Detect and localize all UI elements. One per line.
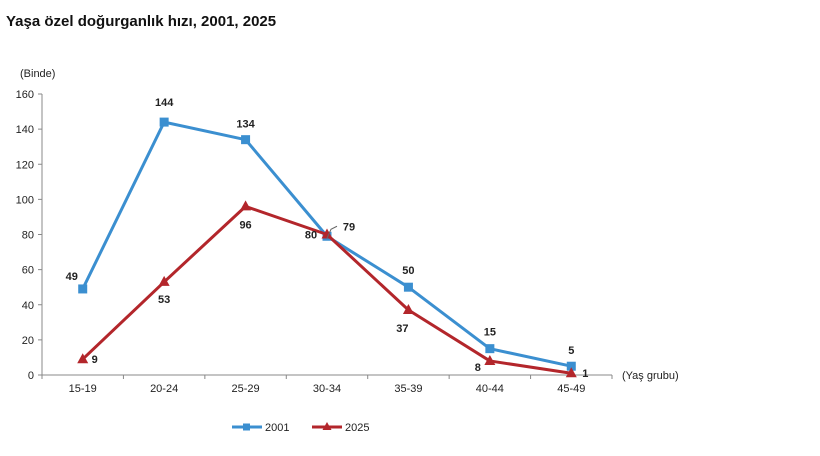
y-tick-label: 140 [16,124,34,136]
data-point-2025 [77,353,89,364]
data-point-2001 [485,344,495,354]
data-point-2025 [565,367,577,378]
data-point-2025 [158,275,170,286]
data-point-2001 [78,284,88,294]
data-label-2025: 53 [158,294,170,306]
data-label-2001: 79 [343,221,355,233]
data-point-2001 [159,117,169,127]
data-label-2001: 144 [155,97,174,109]
y-tick-label: 0 [28,370,34,382]
legend-label-2001: 2001 [265,422,289,434]
data-label-2001: 50 [402,265,414,277]
y-tick-label: 40 [22,300,34,312]
x-tick-label: 45-49 [557,383,585,395]
data-label-2025: 96 [239,219,251,231]
data-point-2025 [240,200,252,211]
y-tick-label: 80 [22,230,34,242]
data-point-2025 [402,304,414,315]
data-point-2001 [241,135,251,145]
y-tick-label: 60 [22,265,34,277]
data-label-2001: 15 [484,327,496,339]
y-tick-label: 160 [16,89,34,101]
data-label-2001: 49 [66,271,78,283]
data-point-2001 [403,282,413,292]
x-axis-label: (Yaş grubu) [622,370,679,382]
legend-label-2025: 2025 [345,422,369,434]
x-tick-label: 20-24 [150,383,178,395]
x-tick-label: 15-19 [69,383,97,395]
x-tick-label: 25-29 [232,383,260,395]
data-point-2025 [484,354,496,365]
legend-marker-2025 [322,422,332,430]
y-axis-label: (Binde) [20,68,55,80]
data-label-leader [326,225,338,239]
x-tick-label: 30-34 [313,383,341,395]
data-label-2001: 134 [236,119,255,131]
data-label-2025: 8 [475,362,481,374]
data-label-2025: 9 [92,354,98,366]
y-tick-label: 20 [22,335,34,347]
x-tick-label: 40-44 [476,383,504,395]
data-label-2025: 1 [582,368,588,380]
data-point-2025 [321,228,333,239]
y-tick-label: 100 [16,194,34,206]
legend-marker-2001 [243,423,250,431]
data-point-2001 [566,361,576,371]
data-label-2025: 37 [396,323,408,335]
y-tick-label: 120 [16,159,34,171]
series-line-2001 [81,120,572,368]
data-label-2001: 5 [568,345,574,357]
x-tick-label: 35-39 [394,383,422,395]
data-label-2025: 80 [305,230,317,242]
chart-title: Yaşa özel doğurganlık hızı, 2001, 2025 [6,13,277,30]
